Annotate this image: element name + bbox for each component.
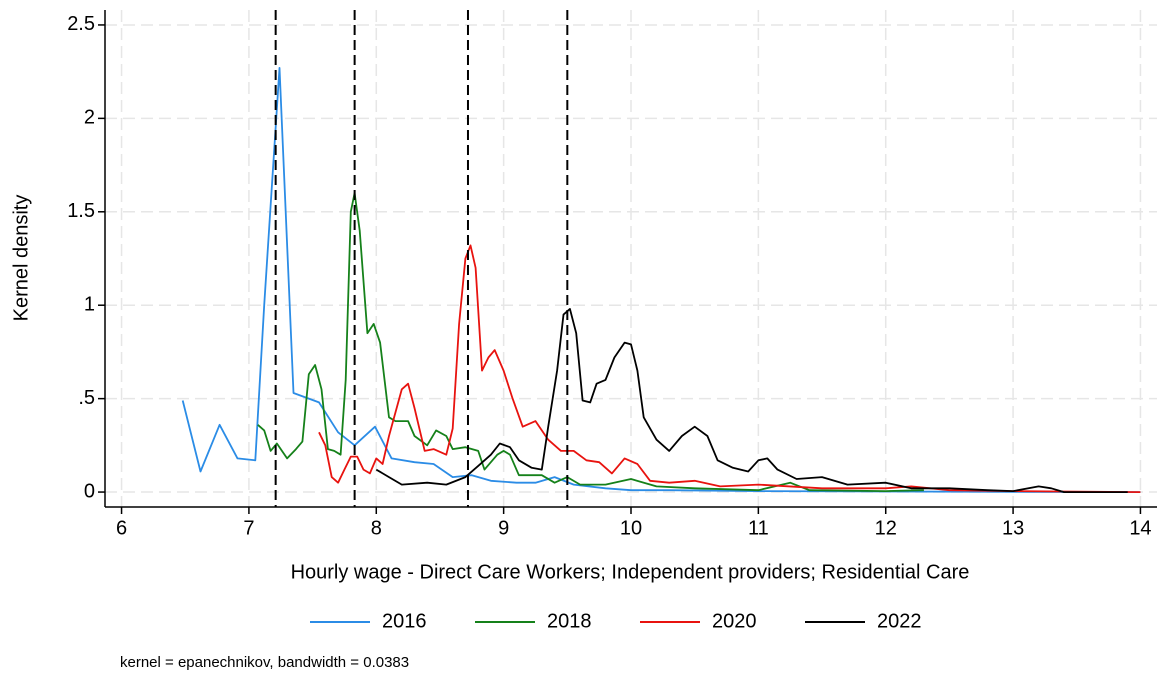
x-tick-label: 11 <box>748 517 769 539</box>
series-line <box>375 308 1128 493</box>
note: kernel = epanechnikov, bandwidth = 0.038… <box>120 654 409 671</box>
y-tick-label: 1.5 <box>67 200 95 222</box>
x-tick-label: 9 <box>498 517 509 539</box>
y-tick-label: 1 <box>84 293 95 315</box>
y-tick-label: 0 <box>84 480 95 502</box>
series-line <box>257 192 924 492</box>
x-tick-label: 12 <box>875 517 897 539</box>
x-tick-label: 10 <box>620 517 642 539</box>
y-axis-label: Kernel density <box>10 195 32 322</box>
y-tick-label: 2.5 <box>67 13 95 35</box>
legend-label: 2020 <box>712 610 757 632</box>
x-tick-label: 14 <box>1129 517 1151 539</box>
legend-label: 2016 <box>382 610 427 632</box>
x-tick-label: 13 <box>1002 517 1024 539</box>
x-tick-label: 6 <box>116 517 127 539</box>
x-axis-label: Hourly wage - Direct Care Workers; Indep… <box>291 561 970 583</box>
series-line <box>181 67 1141 493</box>
x-tick-label: 7 <box>243 517 254 539</box>
legend-label: 2018 <box>547 610 592 632</box>
series-line <box>318 244 1141 493</box>
x-tick-label: 8 <box>371 517 382 539</box>
y-tick-label: 2 <box>84 107 95 129</box>
y-tick-label: .5 <box>78 387 95 409</box>
legend-label: 2022 <box>877 610 922 632</box>
